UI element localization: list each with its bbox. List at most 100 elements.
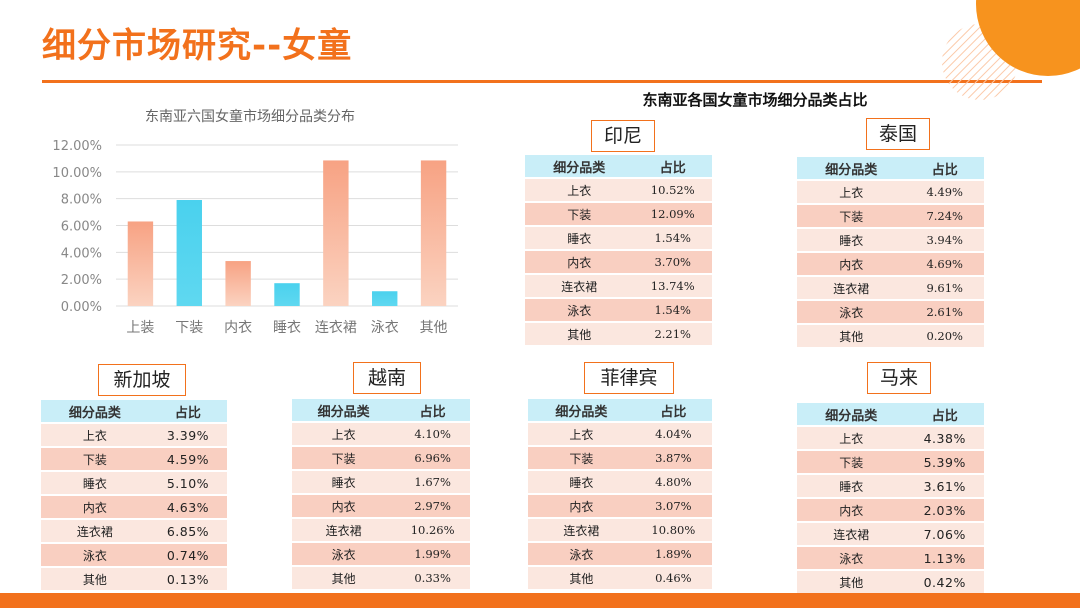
share-cell: 4.80% bbox=[634, 471, 712, 493]
share-cell: 7.06% bbox=[905, 523, 984, 545]
share-cell: 1.54% bbox=[633, 299, 712, 321]
table-row: 内衣 4.63% bbox=[41, 496, 227, 518]
x-category-label: 其他 bbox=[420, 320, 448, 336]
x-category-label: 内衣 bbox=[224, 320, 252, 336]
country-label-philippines: 菲律宾 bbox=[584, 362, 674, 394]
share-cell: 2.21% bbox=[633, 323, 712, 345]
category-cell: 下装 bbox=[292, 447, 396, 469]
table-row: 睡衣 1.67% bbox=[292, 471, 470, 493]
share-cell: 3.87% bbox=[634, 447, 712, 469]
share-cell: 10.26% bbox=[395, 519, 470, 541]
table-row: 其他 0.42% bbox=[797, 571, 984, 593]
country-label-indonesia: 印尼 bbox=[591, 120, 655, 152]
category-cell: 连衣裙 bbox=[41, 520, 149, 542]
table-row: 睡衣 3.94% bbox=[797, 229, 984, 251]
bar bbox=[420, 160, 447, 306]
category-distribution-chart: 东南亚六国女童市场细分品类分布 0.00% 2.00% 4.00% 6.00% 8.00… bbox=[30, 98, 470, 348]
share-cell: 0.20% bbox=[905, 325, 984, 347]
table-indonesia: 细分品类 占比 上衣 10.52% 下装 12.09% 睡衣 1.54% 内衣 3.70% 连衣裙 1… bbox=[525, 153, 712, 347]
header-category: 细分品类 bbox=[41, 400, 149, 422]
category-cell: 内衣 bbox=[797, 499, 906, 521]
table-row: 上衣 4.04% bbox=[528, 423, 712, 445]
table-row: 连衣裙 6.85% bbox=[41, 520, 227, 542]
table-thailand: 细分品类 占比 上衣 4.49% 下装 7.24% 睡衣 3.94% 内衣 4.69% 连衣裙 9.6… bbox=[797, 155, 984, 349]
y-tick-label: 10.00% bbox=[52, 166, 102, 181]
share-cell: 6.96% bbox=[395, 447, 470, 469]
y-tick-label: 0.00% bbox=[61, 300, 102, 315]
category-cell: 上衣 bbox=[797, 427, 906, 449]
category-cell: 内衣 bbox=[528, 495, 635, 517]
table-row: 下装 6.96% bbox=[292, 447, 470, 469]
table-row: 连衣裙 10.80% bbox=[528, 519, 712, 541]
share-cell: 10.52% bbox=[633, 179, 712, 201]
header-category: 细分品类 bbox=[797, 157, 906, 179]
header-category: 细分品类 bbox=[797, 403, 906, 425]
table-row: 上衣 4.10% bbox=[292, 423, 470, 445]
share-cell: 0.13% bbox=[148, 568, 227, 590]
share-cell: 9.61% bbox=[905, 277, 984, 299]
category-cell: 睡衣 bbox=[797, 475, 906, 497]
share-cell: 2.03% bbox=[905, 499, 984, 521]
header-share: 占比 bbox=[634, 399, 712, 421]
chart-plot: 0.00% 2.00% 4.00% 6.00% 8.00% 10.00% 12.00% 上装 下… bbox=[52, 139, 458, 336]
category-cell: 连衣裙 bbox=[292, 519, 396, 541]
table-row: 下装 3.87% bbox=[528, 447, 712, 469]
table-row: 其他 0.20% bbox=[797, 325, 984, 347]
header-share: 占比 bbox=[148, 400, 227, 422]
corner-decoration bbox=[942, 0, 1080, 100]
category-cell: 下装 bbox=[528, 447, 635, 469]
category-cell: 睡衣 bbox=[292, 471, 396, 493]
header-share: 占比 bbox=[633, 155, 712, 177]
share-cell: 4.59% bbox=[148, 448, 227, 470]
table-row: 泳衣 2.61% bbox=[797, 301, 984, 323]
y-tick-label: 2.00% bbox=[61, 273, 102, 288]
table-row: 内衣 3.70% bbox=[525, 251, 712, 273]
table-row: 泳衣 1.13% bbox=[797, 547, 984, 569]
share-cell: 1.54% bbox=[633, 227, 712, 249]
category-cell: 其他 bbox=[797, 325, 906, 347]
table-header-row: 细分品类 占比 bbox=[41, 400, 227, 422]
y-tick-label: 6.00% bbox=[61, 220, 102, 235]
header-share: 占比 bbox=[905, 157, 984, 179]
header-share: 占比 bbox=[905, 403, 984, 425]
category-cell: 连衣裙 bbox=[797, 523, 906, 545]
category-cell: 泳衣 bbox=[292, 543, 396, 565]
country-label-singapore: 新加坡 bbox=[98, 364, 186, 396]
category-cell: 内衣 bbox=[41, 496, 149, 518]
share-cell: 0.46% bbox=[634, 567, 712, 589]
header-share: 占比 bbox=[395, 399, 470, 421]
share-cell: 4.10% bbox=[395, 423, 470, 445]
share-cell: 0.33% bbox=[395, 567, 470, 589]
chart-title: 东南亚六国女童市场细分品类分布 bbox=[145, 109, 355, 125]
x-category-label: 下装 bbox=[175, 320, 203, 336]
table-row: 上衣 3.39% bbox=[41, 424, 227, 446]
category-cell: 其他 bbox=[797, 571, 906, 593]
y-tick-label: 4.00% bbox=[61, 246, 102, 261]
share-cell: 2.61% bbox=[905, 301, 984, 323]
table-row: 其他 2.21% bbox=[525, 323, 712, 345]
table-row: 下装 4.59% bbox=[41, 448, 227, 470]
table-row: 下装 7.24% bbox=[797, 205, 984, 227]
category-cell: 下装 bbox=[525, 203, 634, 225]
share-cell: 4.38% bbox=[905, 427, 984, 449]
share-cell: 4.49% bbox=[905, 181, 984, 203]
table-row: 连衣裙 13.74% bbox=[525, 275, 712, 297]
table-row: 其他 0.13% bbox=[41, 568, 227, 590]
table-row: 连衣裙 10.26% bbox=[292, 519, 470, 541]
bar bbox=[372, 291, 398, 306]
category-cell: 泳衣 bbox=[41, 544, 149, 566]
title-divider bbox=[42, 80, 1042, 83]
header-category: 细分品类 bbox=[528, 399, 635, 421]
country-label-malaysia: 马来 bbox=[867, 362, 931, 394]
category-cell: 连衣裙 bbox=[528, 519, 635, 541]
share-cell: 0.74% bbox=[148, 544, 227, 566]
share-cell: 3.07% bbox=[634, 495, 712, 517]
share-cell: 1.89% bbox=[634, 543, 712, 565]
category-cell: 上衣 bbox=[528, 423, 635, 445]
share-cell: 3.94% bbox=[905, 229, 984, 251]
category-cell: 连衣裙 bbox=[525, 275, 634, 297]
category-cell: 泳衣 bbox=[528, 543, 635, 565]
share-cell: 5.39% bbox=[905, 451, 984, 473]
share-cell: 5.10% bbox=[148, 472, 227, 494]
share-cell: 6.85% bbox=[148, 520, 227, 542]
